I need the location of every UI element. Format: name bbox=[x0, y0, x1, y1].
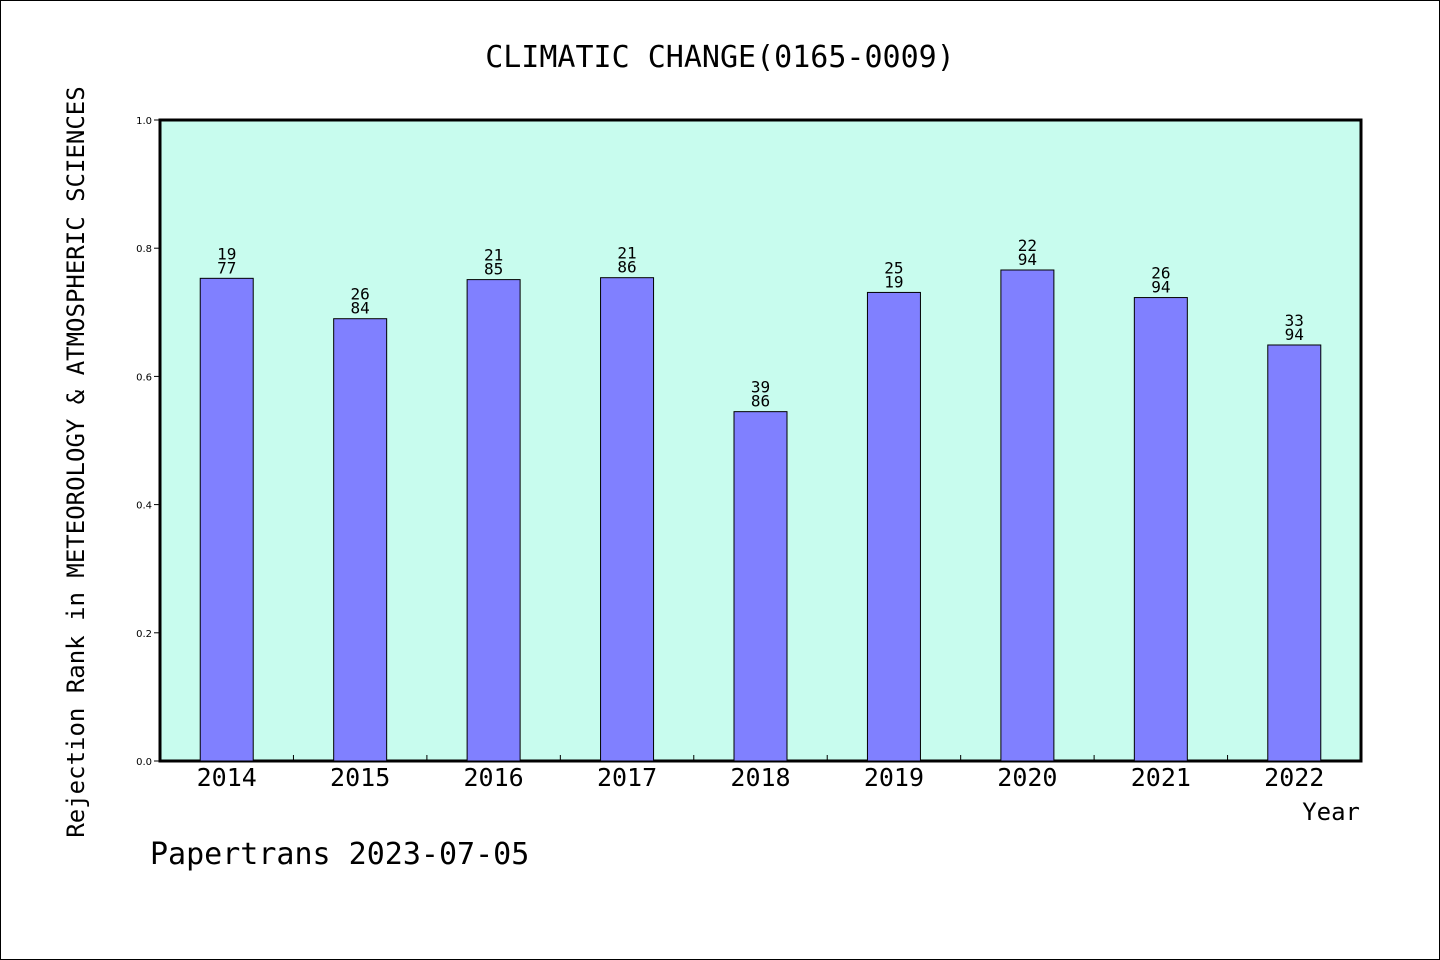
bar-label-bottom: 86 bbox=[751, 392, 770, 411]
bar-label-top: 19 bbox=[217, 244, 236, 263]
bar-2019 bbox=[866, 291, 921, 762]
bar-label-bottom: 84 bbox=[351, 299, 370, 318]
bar-2014 bbox=[199, 277, 254, 762]
y-tick-label: 0.6 bbox=[136, 372, 152, 383]
x-tick-label: 2022 bbox=[1264, 763, 1324, 792]
bar-2015 bbox=[333, 318, 388, 762]
bar-2018 bbox=[733, 411, 788, 762]
x-tick-label: 2014 bbox=[197, 763, 257, 792]
x-tick-label: 2021 bbox=[1131, 763, 1191, 792]
bar-2021 bbox=[1133, 297, 1188, 762]
bar-label-bottom: 19 bbox=[884, 272, 903, 291]
y-tick-label: 1.0 bbox=[136, 116, 152, 127]
x-tick-label: 2017 bbox=[597, 763, 657, 792]
bar-2020 bbox=[1000, 269, 1055, 762]
y-tick-label: 0.8 bbox=[136, 244, 152, 255]
bar-label-top: 21 bbox=[617, 244, 636, 263]
x-tick-label: 2015 bbox=[330, 763, 390, 792]
bar-label-bottom: 86 bbox=[617, 258, 636, 277]
bar-label-top: 25 bbox=[884, 258, 903, 277]
x-axis-label: Year bbox=[1302, 798, 1360, 826]
bar-label-bottom: 94 bbox=[1151, 278, 1170, 297]
bar-label-bottom: 85 bbox=[484, 260, 503, 279]
bars bbox=[199, 269, 1322, 762]
bar-label-top: 39 bbox=[751, 378, 770, 397]
bar-2017 bbox=[600, 277, 655, 762]
bar-label-bottom: 94 bbox=[1285, 325, 1304, 344]
bar-label-top: 33 bbox=[1285, 311, 1304, 330]
x-tick-label: 2018 bbox=[730, 763, 790, 792]
y-axis: 0.0 0.2 0.4 0.6 0.8 1.0 bbox=[136, 116, 160, 768]
y-tick-label: 0.0 bbox=[136, 757, 152, 768]
bar-2016 bbox=[466, 279, 521, 762]
y-tick-label: 0.2 bbox=[136, 629, 152, 640]
bar-label-bottom: 94 bbox=[1018, 250, 1037, 269]
chart-title: CLIMATIC CHANGE(0165-0009) bbox=[485, 40, 955, 75]
bar-label-top: 21 bbox=[484, 246, 503, 265]
x-tick-label: 2020 bbox=[997, 763, 1057, 792]
bar-label-bottom: 77 bbox=[217, 258, 236, 277]
x-tick-label: 2016 bbox=[464, 763, 524, 792]
y-axis-label: Rejection Rank in METEOROLOGY & ATMOSPHE… bbox=[62, 86, 90, 837]
footer-credit: Papertrans 2023-07-05 bbox=[150, 837, 529, 872]
bar-label-top: 26 bbox=[351, 285, 370, 304]
x-tick-label: 2019 bbox=[864, 763, 924, 792]
y-tick-label: 0.4 bbox=[136, 501, 152, 512]
bar-label-top: 22 bbox=[1018, 236, 1037, 255]
x-axis: 2014 2015 2016 2017 2018 2019 2020 2021 2022 bbox=[197, 755, 1324, 792]
bar-label-top: 26 bbox=[1151, 264, 1170, 283]
bar-2022 bbox=[1267, 344, 1322, 762]
